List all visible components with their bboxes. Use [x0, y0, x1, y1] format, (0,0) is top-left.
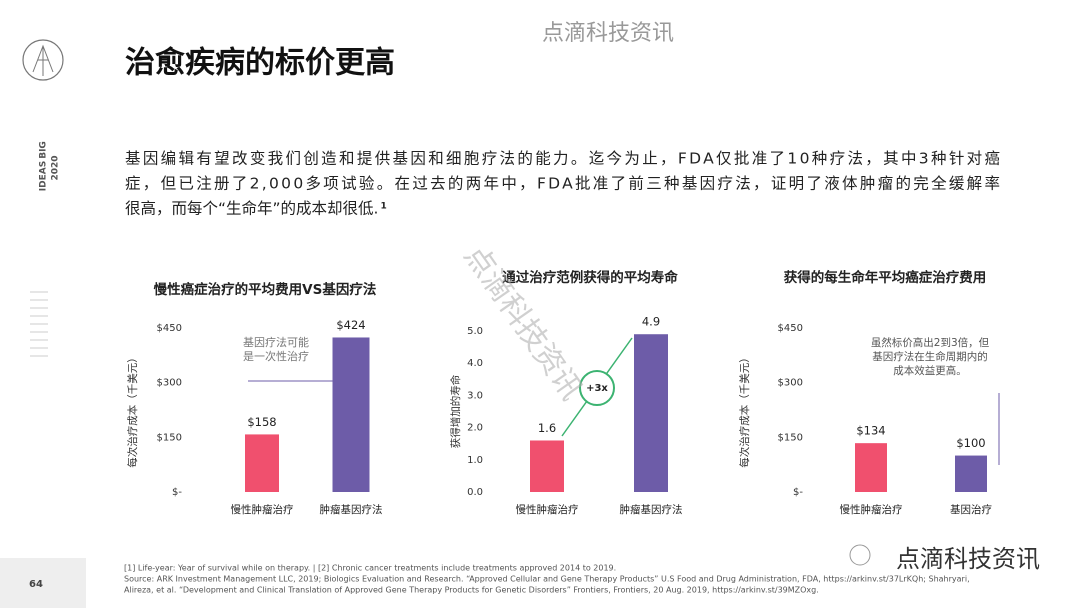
y-tick-label: $300: [778, 378, 803, 389]
y-axis-label: 每次治疗成本（千美元）: [738, 352, 751, 468]
side-label: BIG: [39, 141, 49, 159]
chart-title: 慢性癌症治疗的平均费用VS基因疗法: [154, 281, 377, 298]
body-text: 症，但已注册了2,000多项试验。在过去的两年中，FDA批准了前三种基因疗法，证…: [125, 175, 1000, 193]
value-label: $100: [956, 436, 985, 450]
x-tick-label: 肿瘤基因疗法: [320, 503, 383, 516]
annotation: +3x: [586, 383, 608, 394]
y-tick-label: $300: [157, 378, 182, 389]
annotation: 虽然标价高出2到3倍，但: [871, 336, 990, 349]
y-tick-label: 3.0: [467, 390, 483, 401]
annotation: 是一次性治疗: [243, 349, 309, 363]
y-tick-label: 1.0: [467, 455, 483, 466]
annotation: 基因疗法在生命周期内的: [872, 350, 988, 363]
chart-title: 通过治疗范例获得的平均寿命: [502, 269, 678, 286]
body-text: 很高，而每个“生命年”的成本却很低.: [125, 200, 379, 218]
value-label: $158: [247, 415, 276, 429]
footnote: Source: ARK Investment Management LLC, 2…: [124, 575, 970, 584]
y-tick-label: $450: [157, 323, 182, 334]
x-tick-label: 肿瘤基因疗法: [620, 503, 683, 516]
y-tick-label: 0.0: [467, 487, 483, 498]
bar: [855, 443, 887, 492]
body-text: 基因编辑有望改变我们创造和提供基因和细胞疗法的能力。迄今为止，FDA仅批准了10…: [125, 150, 1000, 168]
y-tick-label: 2.0: [467, 423, 483, 434]
logo: [22, 39, 64, 81]
side-lines: [30, 291, 48, 357]
x-tick-label: 慢性肿瘤治疗: [840, 503, 903, 516]
bar: [955, 455, 987, 492]
footnote-ref: 1: [381, 202, 387, 212]
side-label: IDEAS: [39, 161, 49, 191]
y-tick-label: 4.0: [467, 358, 483, 369]
bar: [634, 334, 668, 492]
x-tick-label: 慢性肿瘤治疗: [231, 503, 294, 516]
y-tick-label: $150: [778, 432, 803, 443]
bar: [332, 337, 370, 492]
bar: [530, 440, 564, 492]
x-tick-label: 基因治疗: [950, 503, 992, 516]
wechat-watermark: 点滴科技资讯: [896, 545, 1040, 573]
value-label: 1.6: [538, 421, 556, 435]
y-axis-label: 获得增加的寿命: [449, 374, 462, 448]
annotation: 成本效益更高。: [893, 364, 967, 377]
value-label: 4.9: [642, 315, 660, 329]
page-number: 64: [29, 579, 43, 590]
logo-mark: [32, 44, 54, 76]
wechat-icon: [849, 544, 871, 566]
y-tick-label: $-: [172, 487, 182, 498]
x-tick-label: 慢性肿瘤治疗: [516, 503, 579, 516]
bar: [245, 434, 279, 492]
footnote: [1] Life-year: Year of survival while on…: [124, 564, 616, 573]
watermark: 点滴科技资讯: [542, 21, 674, 46]
slide-title: 治愈疾病的标价更高: [125, 46, 395, 81]
annotation: 基因疗法可能: [243, 335, 309, 349]
y-tick-label: 5.0: [467, 326, 483, 337]
value-label: $424: [336, 318, 365, 332]
value-label: $134: [856, 424, 885, 438]
y-tick-label: $150: [157, 432, 182, 443]
y-axis-label: 每次治疗成本（千美元）: [126, 352, 139, 468]
watermark: 点滴科技资讯: [457, 239, 589, 407]
annotation-circle: [579, 370, 615, 406]
y-tick-label: $450: [778, 323, 803, 334]
y-tick-label: $-: [793, 487, 803, 498]
side-label: 2020: [51, 155, 61, 180]
page-number-box: [0, 558, 86, 608]
footnote: Alireza, et al. “Development and Clinica…: [124, 586, 819, 595]
chart-title: 获得的每生命年平均癌症治疗费用: [784, 269, 987, 286]
